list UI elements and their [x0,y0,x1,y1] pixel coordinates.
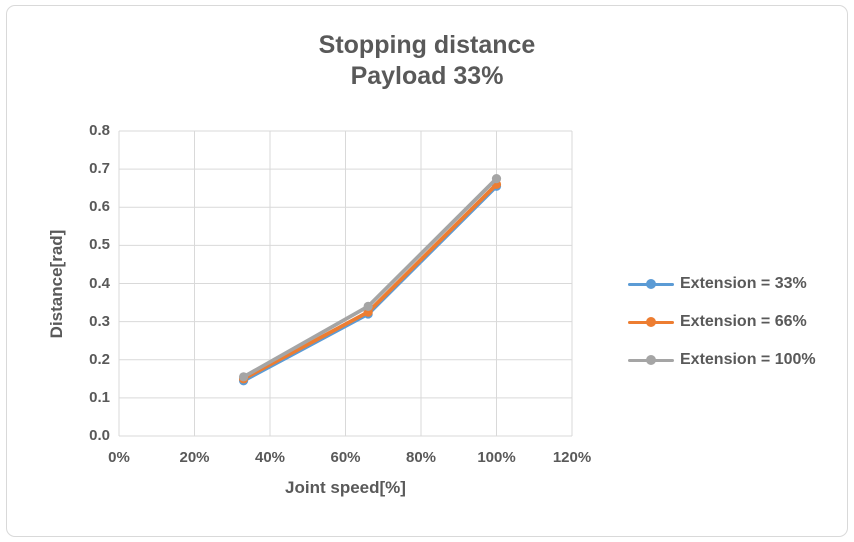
legend-label: Extension = 66% [680,313,807,330]
series-marker [238,372,249,382]
chart-title-line-2: Payload 33% [350,62,504,90]
series-marker [363,301,373,311]
x-tick-label: 120% [552,449,592,466]
y-tick-label: 0.5 [89,236,110,254]
y-tick-label: 0.3 [89,312,110,330]
y-tick-label: 0.7 [89,160,110,178]
x-tick-label: 40% [254,449,286,466]
legend-item: Extension = 33% [628,265,816,303]
x-axis-title: Joint speed[%] [285,478,406,497]
chart-frame [6,5,848,537]
legend-label: Extension = 100% [680,351,816,368]
series-line-extension-66- [241,182,499,381]
x-tick-label: 20% [179,449,210,466]
y-tick-label: 0.1 [89,388,110,406]
legend-marker-dot [646,355,656,365]
legend-line-marker-icon [628,354,674,366]
legend-line-marker-icon [628,316,674,328]
y-tick-label: 0.0 [89,427,110,444]
legend-line-marker-icon [628,278,674,290]
legend-item: Extension = 66% [628,303,816,341]
legend: Extension = 33% Extension = 66% Extension … [628,265,816,379]
y-tick-label: 0.6 [89,198,110,216]
plot-area [118,130,573,437]
y-tick-label: 0.4 [89,274,110,292]
chart-title-line-1: Stopping distance [318,31,536,59]
x-tick-label: 80% [405,449,437,466]
legend-label: Extension = 33% [680,275,807,292]
legend-marker-dot [646,317,656,327]
series-marker [491,174,502,184]
legend-marker-dot [646,279,656,289]
chart-title: Stopping distance Payload 33% [0,30,854,92]
x-tick-label: 100% [477,449,516,466]
x-tick-label: 0% [108,449,130,466]
legend-item: Extension = 100% [628,341,816,379]
y-tick-label: 0.2 [89,350,110,368]
y-tick-label: 0.8 [89,122,110,139]
series-line-extension-100- [241,176,499,379]
x-tick-label: 60% [330,449,361,466]
